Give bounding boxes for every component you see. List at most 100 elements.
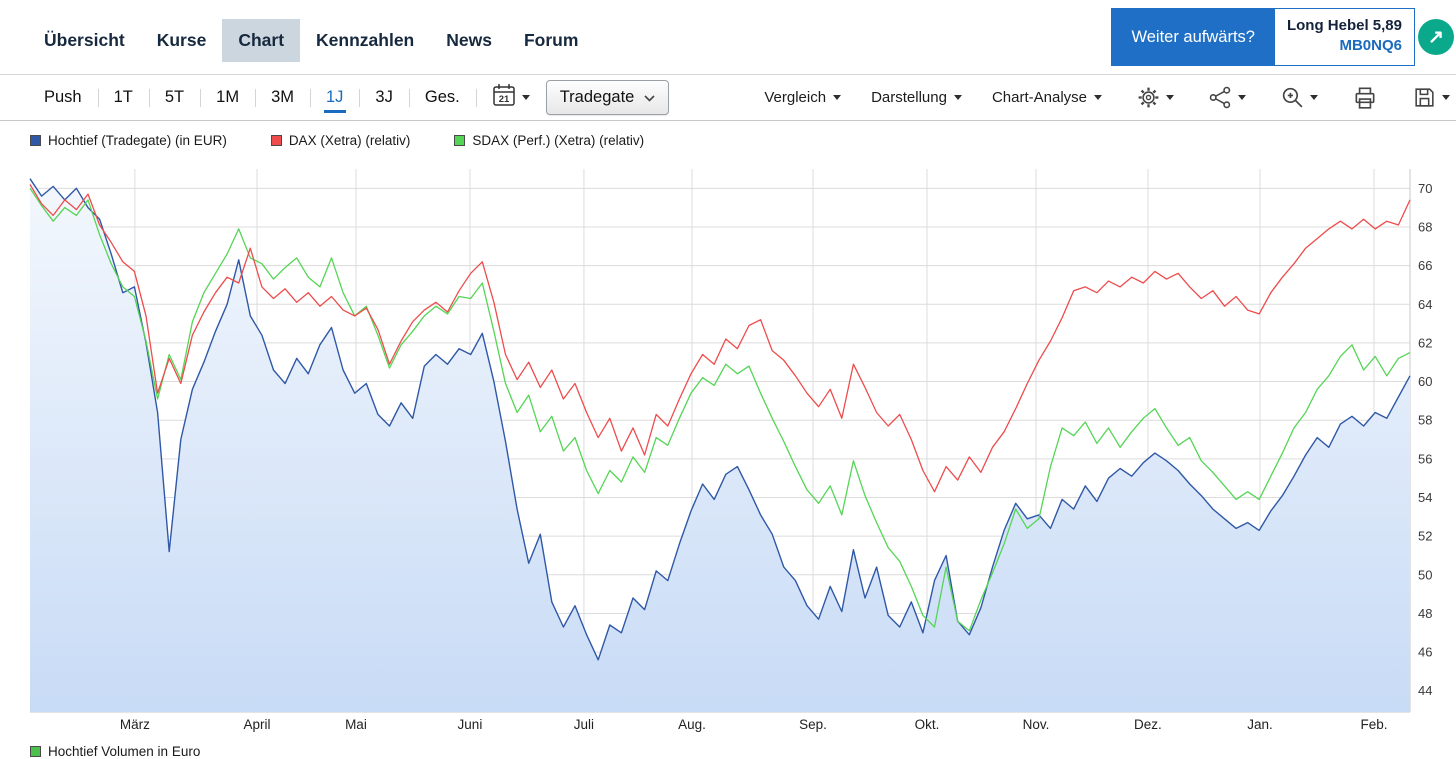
x-axis-month-label: Sep.	[799, 717, 827, 732]
period-button-1t[interactable]: 1T	[98, 75, 149, 120]
promo-product-box[interactable]: Long Hebel 5,89 MB0NQ6	[1274, 8, 1415, 66]
y-axis-tick-label: 70	[1418, 181, 1432, 196]
y-axis-tick-label: 54	[1418, 490, 1432, 505]
promo-arrow-badge[interactable]: ↗	[1418, 19, 1454, 55]
period-button-group: Push 1T 5T 1M 3M 1J 3J Ges.	[28, 75, 477, 120]
zoom-button[interactable]	[1280, 85, 1318, 110]
x-axis-month-label: Jan.	[1247, 717, 1273, 732]
series-legend: Hochtief (Tradegate) (in EUR) DAX (Xetra…	[0, 121, 1456, 154]
legend-label: DAX (Xetra) (relativ)	[288, 133, 411, 148]
y-axis-tick-label: 46	[1418, 645, 1432, 660]
x-axis-month-label: Feb.	[1360, 717, 1387, 732]
indicators-button[interactable]	[1208, 85, 1246, 110]
print-button[interactable]	[1352, 85, 1378, 111]
toolbar-right-group: Vergleich Darstellung Chart-Analyse	[734, 85, 1450, 111]
period-button-1j[interactable]: 1J	[310, 75, 359, 120]
price-chart[interactable]: 44 46 48 50 52 54 56 58 60 62 64 66 68 70 März April Mai…	[0, 154, 1456, 734]
y-axis-tick-label: 44	[1418, 683, 1432, 698]
nav-item-kennzahlen[interactable]: Kennzahlen	[316, 29, 415, 50]
y-axis-tick-label: 58	[1418, 413, 1432, 428]
legend-swatch-red	[270, 135, 282, 146]
gear-icon	[1136, 85, 1161, 110]
legend-label: Hochtief Volumen in Euro	[48, 744, 201, 759]
promo-banner[interactable]: Weiter aufwärts? Long Hebel 5,89 MB0NQ6 …	[1111, 8, 1454, 66]
save-icon	[1412, 85, 1437, 110]
date-range-button[interactable]: 21	[491, 82, 530, 113]
exchange-select-value: Tradegate	[559, 88, 635, 106]
nav-item-forum[interactable]: Forum	[523, 29, 579, 50]
x-axis-month-label: Dez.	[1134, 717, 1162, 732]
x-axis-month-label: Juli	[574, 717, 594, 732]
nav-item-uebersicht[interactable]: Übersicht	[44, 29, 125, 50]
x-axis-month-label: Aug.	[678, 717, 706, 732]
volume-legend: Hochtief Volumen in Euro	[0, 734, 1456, 759]
x-axis-month-label: Nov.	[1023, 717, 1050, 732]
y-axis-tick-label: 48	[1418, 606, 1432, 621]
y-axis-tick-label: 52	[1418, 529, 1432, 544]
legend-item-sdax: SDAX (Perf.) (Xetra) (relativ)	[454, 133, 644, 148]
legend-swatch-blue	[30, 135, 41, 146]
indicator-nodes-icon	[1208, 85, 1233, 110]
legend-item-volume: Hochtief Volumen in Euro	[30, 744, 200, 759]
darstellung-label: Darstellung	[871, 89, 947, 106]
legend-item-hochtief: Hochtief (Tradegate) (in EUR)	[30, 133, 227, 148]
y-axis-tick-label: 50	[1418, 567, 1432, 582]
series-line-2	[29, 187, 1411, 632]
period-button-5t[interactable]: 5T	[149, 75, 200, 120]
y-axis-tick-label: 62	[1418, 335, 1432, 350]
caret-down-icon	[521, 95, 530, 100]
calendar-icon: 21	[491, 82, 517, 113]
nav-item-chart[interactable]: Chart	[222, 18, 301, 62]
y-axis-tick-label: 56	[1418, 451, 1432, 466]
vergleich-menu[interactable]: Vergleich	[764, 89, 842, 106]
period-button-1m[interactable]: 1M	[200, 75, 255, 120]
caret-down-icon	[1310, 95, 1318, 100]
y-axis-tick-label: 68	[1418, 219, 1432, 234]
nav-item-news[interactable]: News	[446, 29, 492, 50]
arrow-up-right-icon: ↗	[1428, 26, 1444, 48]
y-axis-tick-label: 66	[1418, 258, 1432, 273]
primary-nav: Übersicht Kurse Chart Kennzahlen News Fo…	[0, 0, 1456, 74]
promo-product-code: MB0NQ6	[1339, 37, 1402, 54]
period-button-3m[interactable]: 3M	[255, 75, 310, 120]
chart-area[interactable]: 44 46 48 50 52 54 56 58 60 62 64 66 68 70 März April Mai…	[0, 154, 1456, 734]
promo-product-name: Long Hebel 5,89	[1286, 17, 1402, 34]
chevron-down-icon	[644, 88, 655, 107]
chart-toolbar: Push 1T 5T 1M 3M 1J 3J Ges. 21 Tradegate…	[0, 74, 1456, 121]
settings-button[interactable]	[1136, 85, 1174, 110]
save-button[interactable]	[1412, 85, 1450, 110]
y-axis-tick-label: 60	[1418, 374, 1432, 389]
legend-label: SDAX (Perf.) (Xetra) (relativ)	[472, 133, 645, 148]
chart-analyse-label: Chart-Analyse	[991, 89, 1087, 106]
promo-banner-text[interactable]: Weiter aufwärts?	[1111, 8, 1275, 66]
x-axis-month-label: März	[120, 717, 150, 732]
chart-analyse-menu[interactable]: Chart-Analyse	[992, 89, 1102, 106]
x-axis-month-label: Okt.	[915, 717, 940, 732]
period-button-3j[interactable]: 3J	[359, 75, 408, 120]
caret-down-icon	[1166, 95, 1174, 100]
legend-label: Hochtief (Tradegate) (in EUR)	[48, 133, 227, 148]
series-line-1	[29, 184, 1411, 493]
caret-down-icon	[953, 95, 962, 100]
series-line-0	[29, 178, 1411, 661]
period-button-ges[interactable]: Ges.	[409, 75, 476, 120]
y-axis-tick-label: 64	[1418, 297, 1432, 312]
nav-item-kurse[interactable]: Kurse	[156, 29, 207, 50]
x-axis-month-label: April	[244, 717, 271, 732]
caret-down-icon	[1094, 95, 1102, 100]
zoom-in-icon	[1280, 85, 1305, 110]
period-button-push[interactable]: Push	[44, 88, 82, 106]
x-axis-month-label: Juni	[458, 717, 483, 732]
x-axis-month-label: Mai	[345, 717, 367, 732]
exchange-select[interactable]: Tradegate	[545, 80, 670, 115]
caret-down-icon	[1238, 95, 1246, 100]
legend-swatch-volume	[30, 746, 41, 757]
vergleich-label: Vergleich	[764, 89, 827, 106]
darstellung-menu[interactable]: Darstellung	[871, 89, 962, 106]
printer-icon	[1352, 85, 1378, 111]
caret-down-icon	[833, 95, 842, 100]
legend-item-dax: DAX (Xetra) (relativ)	[270, 133, 411, 148]
caret-down-icon	[1442, 95, 1450, 100]
svg-text:21: 21	[498, 94, 509, 105]
legend-swatch-green	[454, 135, 466, 146]
